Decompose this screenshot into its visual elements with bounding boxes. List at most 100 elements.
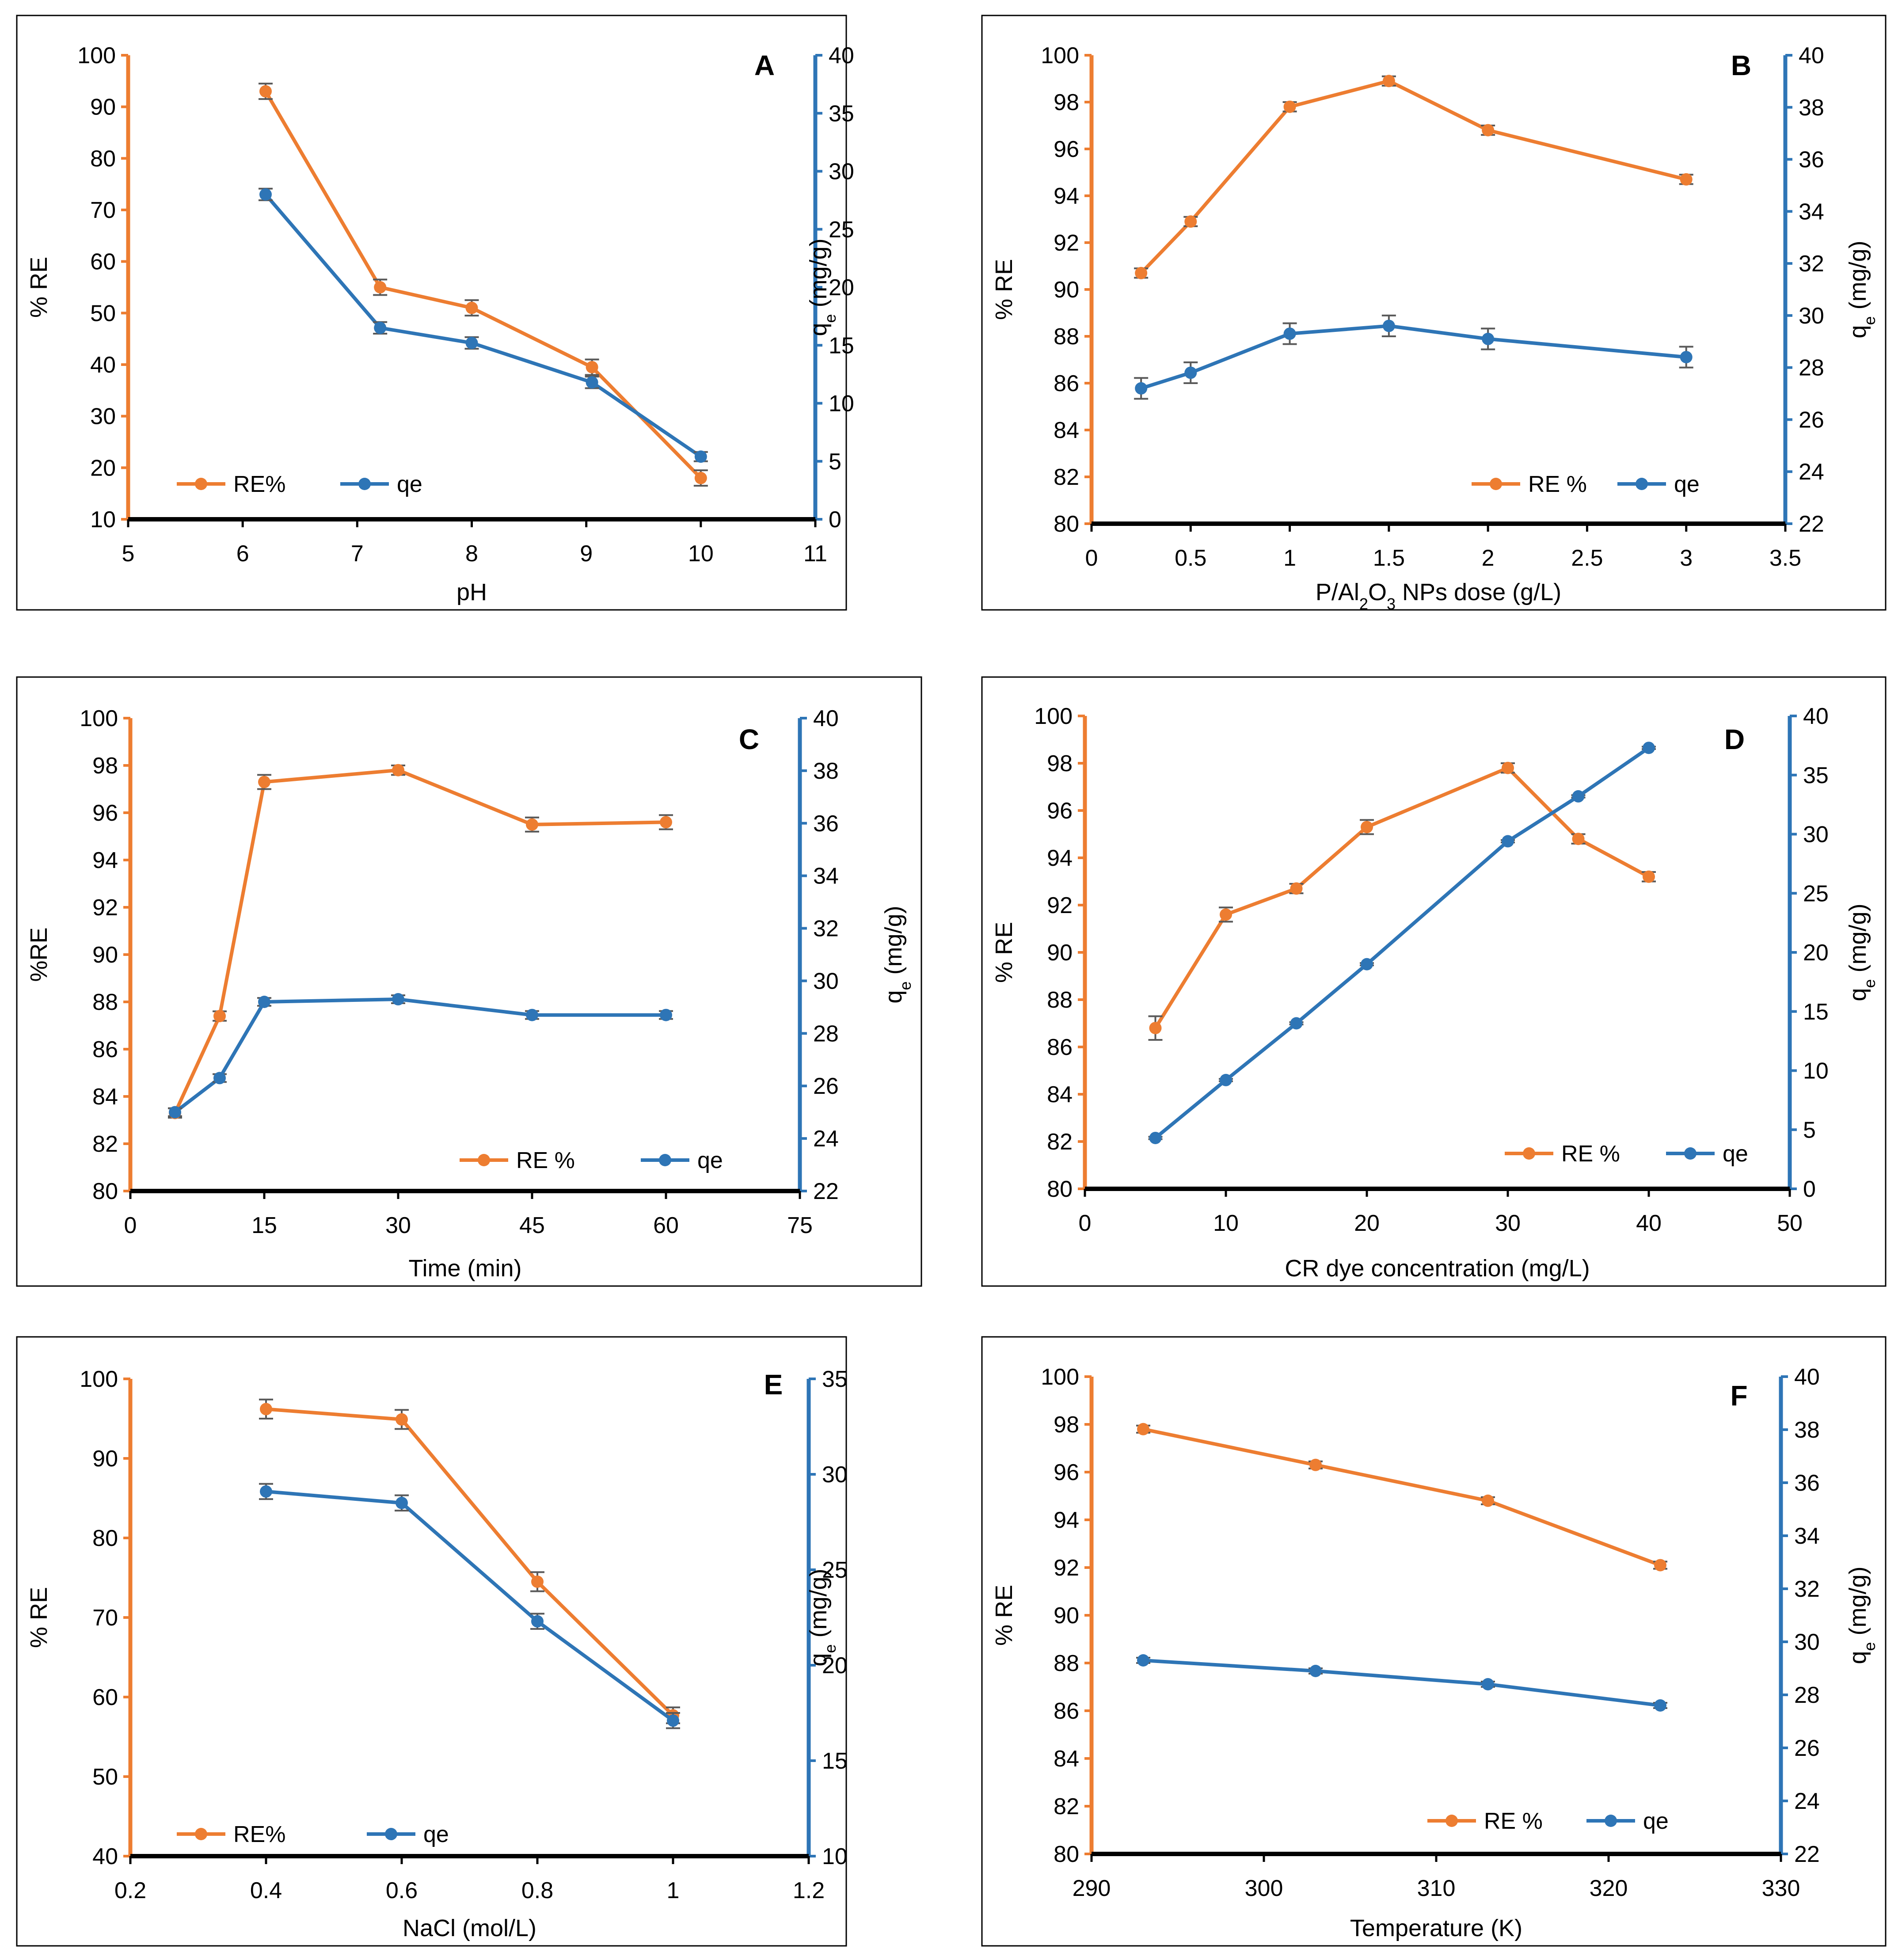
right-axis-title: qe (mg/g)	[1845, 1566, 1879, 1664]
right-tick-label: 15	[822, 1748, 848, 1774]
left-tick-label: 90	[1054, 277, 1079, 303]
right-tick-label: 0	[829, 507, 841, 533]
right-axis-title-part: q	[805, 1653, 832, 1667]
left-tick-label: 100	[80, 706, 118, 731]
right-tick-label: 24	[813, 1126, 839, 1152]
left-tick-label: 100	[1041, 43, 1079, 69]
right-tick-label: 24	[1799, 459, 1824, 485]
right-tick-label: 32	[1799, 251, 1824, 277]
right-tick-label: 25	[829, 217, 854, 243]
right-axis-title-part: (mg/g)	[805, 1568, 832, 1644]
data-point	[1309, 1665, 1322, 1677]
x-tick-label: 15	[251, 1213, 277, 1238]
legend-label: RE %	[516, 1148, 575, 1173]
right-tick-label: 35	[822, 1366, 848, 1392]
right-tick-label: 40	[813, 706, 839, 731]
series-line	[1143, 1659, 1661, 1707]
left-tick-label: 70	[90, 198, 116, 223]
right-tick-label: 30	[1803, 822, 1829, 848]
right-tick-label: 30	[1799, 303, 1824, 329]
right-axis-title-part: q	[1845, 325, 1871, 339]
right-tick-label: 38	[813, 758, 839, 784]
left-tick-label: 100	[77, 43, 116, 69]
right-tick-label: 28	[813, 1021, 839, 1047]
left-tick-label: 20	[90, 455, 116, 481]
right-tick-label: 5	[1803, 1117, 1816, 1143]
x-tick-label: 7	[351, 541, 364, 567]
data-point	[1482, 124, 1495, 137]
x-tick-label: 20	[1354, 1210, 1380, 1236]
x-tick-label: 330	[1762, 1876, 1800, 1901]
left-tick-label: 80	[90, 146, 116, 171]
x-tick-label: 3.5	[1769, 545, 1801, 571]
legend-item-qe: qe	[1666, 1141, 1748, 1167]
left-axis-title: % RE	[26, 1587, 52, 1648]
left-tick-label: 80	[1054, 511, 1079, 537]
data-point	[374, 281, 387, 293]
right-axis-title-part: q	[1845, 988, 1871, 1001]
x-axis-title: Temperature (K)	[1350, 1915, 1522, 1941]
left-tick-label: 100	[1034, 704, 1073, 729]
left-tick-label: 60	[92, 1685, 118, 1710]
right-tick-label: 20	[1803, 940, 1829, 966]
panel-frame	[981, 1336, 1887, 1947]
x-tick-label: 1.2	[793, 1878, 825, 1903]
left-tick-label: 80	[1047, 1176, 1073, 1202]
right-tick-label: 36	[1794, 1470, 1820, 1496]
right-tick-label: 38	[1794, 1417, 1820, 1443]
legend-item-qe: qe	[641, 1148, 723, 1173]
legend-swatch-marker	[1605, 1815, 1617, 1827]
data-point	[1482, 1494, 1494, 1507]
legend-item-qe: qe	[1617, 472, 1700, 497]
right-tick-label: 35	[1803, 763, 1829, 788]
left-tick-label: 82	[92, 1131, 118, 1157]
data-point	[1361, 821, 1373, 833]
left-tick-label: 84	[1054, 1746, 1079, 1772]
legend-label: RE %	[1528, 472, 1587, 497]
x-tick-label: 310	[1417, 1876, 1456, 1901]
right-tick-label: 10	[1803, 1058, 1829, 1084]
left-tick-label: 82	[1054, 1794, 1079, 1819]
legend-item-re: RE%	[177, 1822, 285, 1847]
x-tick-label: 290	[1073, 1876, 1111, 1901]
series-re	[259, 83, 708, 487]
panel-letter: E	[764, 1369, 783, 1401]
chart-panel-d: 80 82 84 86 88 90 92 94 96 98 100 0 5 10 15 20 25 30 35 40 0…	[981, 676, 1887, 1287]
data-point	[1220, 908, 1232, 921]
data-point	[1149, 1131, 1162, 1144]
right-tick-label: 30	[822, 1462, 848, 1488]
legend-label: RE %	[1484, 1808, 1543, 1834]
data-point	[1290, 1017, 1303, 1030]
right-tick-label: 5	[829, 449, 841, 475]
left-tick-label: 96	[92, 800, 118, 826]
left-tick-label: 98	[1054, 90, 1079, 115]
left-tick-label: 100	[80, 1366, 118, 1392]
left-axis-title: % RE	[991, 259, 1017, 320]
data-point	[1361, 958, 1373, 970]
left-tick-label: 10	[90, 507, 116, 533]
legend-swatch-marker	[659, 1154, 671, 1166]
legend-label: qe	[397, 472, 422, 497]
data-point	[1572, 833, 1585, 845]
x-tick-label: 9	[580, 541, 593, 567]
right-axis-title-subscript: e	[896, 981, 914, 990]
x-axis-title: NaCl (mol/L)	[403, 1915, 536, 1941]
data-point	[1283, 100, 1296, 113]
right-tick-label: 26	[1799, 407, 1824, 433]
right-tick-label: 15	[1803, 999, 1829, 1025]
x-tick-label: 30	[1495, 1210, 1521, 1236]
left-tick-label: 80	[92, 1526, 118, 1551]
legend-item-re: RE %	[1505, 1141, 1620, 1167]
panel-letter: C	[739, 723, 759, 755]
series-qe	[259, 1483, 680, 1729]
x-tick-label: 8	[465, 541, 478, 567]
panel-letter: B	[1731, 49, 1751, 81]
data-point	[1309, 1458, 1322, 1471]
data-point	[1382, 75, 1395, 88]
data-point	[1137, 1654, 1149, 1667]
data-point	[1482, 332, 1495, 345]
x-tick-label: 40	[1636, 1210, 1662, 1236]
series-line	[1143, 1427, 1661, 1567]
data-point	[213, 1072, 226, 1085]
right-tick-label: 30	[829, 159, 854, 185]
